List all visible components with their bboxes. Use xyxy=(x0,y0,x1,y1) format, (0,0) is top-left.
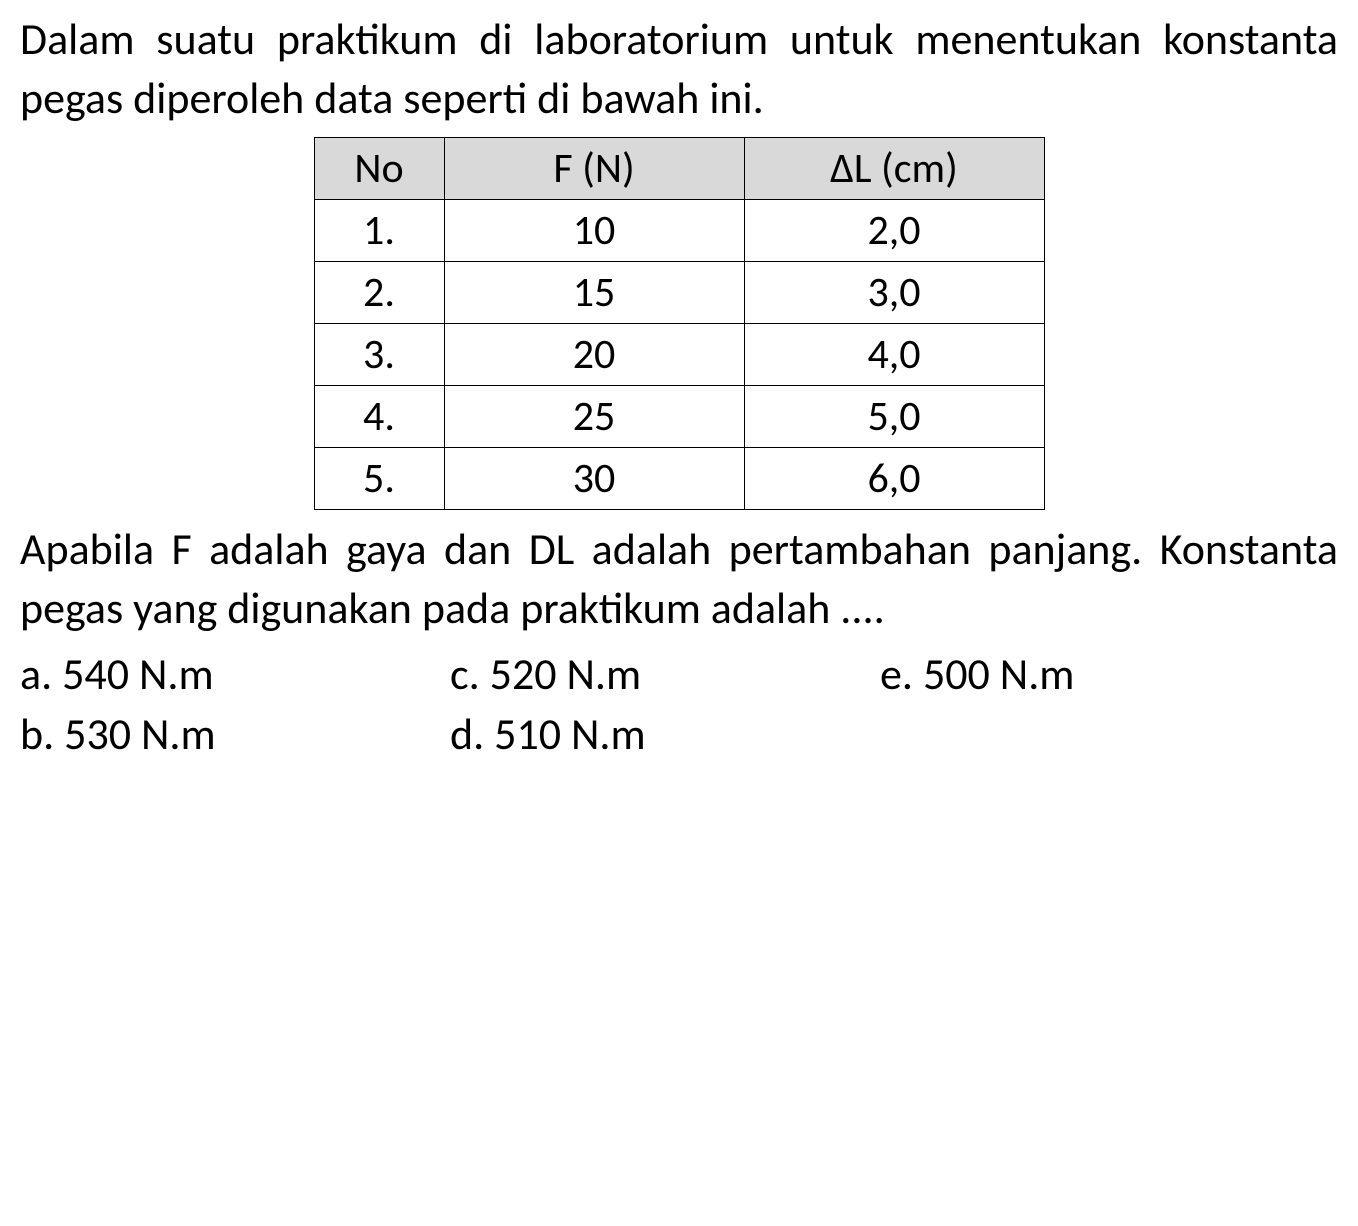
cell-no: 5. xyxy=(314,447,444,509)
answer-grid: a. 540 N.m c. 520 N.m e. 500 N.m b. 530 … xyxy=(20,647,1338,761)
cell-force: 30 xyxy=(444,447,744,509)
answer-e: e. 500 N.m xyxy=(880,647,1300,701)
table-row: 2. 15 3,0 xyxy=(314,261,1044,323)
cell-force: 25 xyxy=(444,385,744,447)
col-header-delta-l: ΔL (cm) xyxy=(744,137,1044,199)
cell-delta-l: 3,0 xyxy=(744,261,1044,323)
question-paragraph: Apabila F adalah gaya dan DL adalah pert… xyxy=(20,520,1338,639)
cell-no: 2. xyxy=(314,261,444,323)
cell-delta-l: 6,0 xyxy=(744,447,1044,509)
cell-delta-l: 5,0 xyxy=(744,385,1044,447)
col-header-no: No xyxy=(314,137,444,199)
cell-delta-l: 4,0 xyxy=(744,323,1044,385)
answer-c: c. 520 N.m xyxy=(450,647,870,701)
data-table: No F (N) ΔL (cm) 1. 10 2,0 2. 15 3,0 3. … xyxy=(314,137,1045,510)
answer-empty xyxy=(880,707,1300,761)
cell-no: 3. xyxy=(314,323,444,385)
cell-force: 15 xyxy=(444,261,744,323)
cell-force: 10 xyxy=(444,199,744,261)
cell-no: 4. xyxy=(314,385,444,447)
intro-paragraph: Dalam suatu praktikum di laboratorium un… xyxy=(20,10,1338,129)
answer-a: a. 540 N.m xyxy=(20,647,440,701)
answer-b: b. 530 N.m xyxy=(20,707,440,761)
table-row: 1. 10 2,0 xyxy=(314,199,1044,261)
data-table-wrap: No F (N) ΔL (cm) 1. 10 2,0 2. 15 3,0 3. … xyxy=(20,137,1338,510)
cell-force: 20 xyxy=(444,323,744,385)
table-row: 5. 30 6,0 xyxy=(314,447,1044,509)
col-header-force: F (N) xyxy=(444,137,744,199)
cell-delta-l: 2,0 xyxy=(744,199,1044,261)
cell-no: 1. xyxy=(314,199,444,261)
answer-d: d. 510 N.m xyxy=(450,707,870,761)
table-header-row: No F (N) ΔL (cm) xyxy=(314,137,1044,199)
table-row: 4. 25 5,0 xyxy=(314,385,1044,447)
table-row: 3. 20 4,0 xyxy=(314,323,1044,385)
